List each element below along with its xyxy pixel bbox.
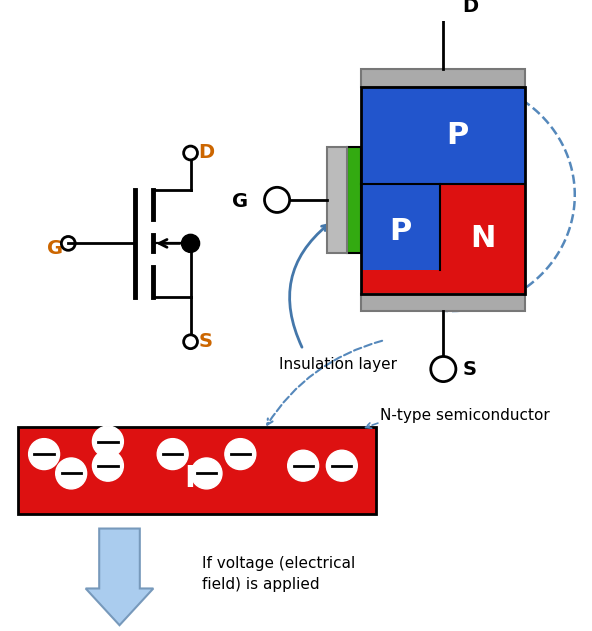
Bar	[361, 293, 526, 311]
Text: S: S	[463, 360, 477, 379]
Bar	[361, 184, 526, 293]
Circle shape	[326, 451, 358, 481]
Text: Insulation layer: Insulation layer	[279, 357, 397, 372]
Text: P: P	[390, 216, 411, 245]
Text: P: P	[447, 121, 469, 150]
Circle shape	[288, 451, 318, 481]
Circle shape	[56, 458, 86, 489]
Text: D: D	[463, 0, 479, 16]
Text: S: S	[198, 333, 213, 351]
Text: N: N	[470, 225, 496, 253]
Circle shape	[182, 234, 200, 252]
Text: G: G	[47, 239, 63, 257]
Bar	[361, 87, 526, 293]
Text: N-type semiconductor: N-type semiconductor	[381, 408, 550, 423]
Bar	[361, 184, 440, 269]
Bar	[327, 147, 347, 253]
Circle shape	[92, 451, 123, 481]
Bar	[18, 427, 376, 514]
FancyArrow shape	[86, 529, 153, 625]
Circle shape	[191, 458, 222, 489]
Bar	[347, 147, 361, 253]
Bar	[361, 69, 526, 87]
Circle shape	[92, 426, 123, 457]
Circle shape	[28, 439, 60, 469]
Text: G: G	[232, 192, 248, 211]
Text: N: N	[184, 464, 210, 493]
Text: D: D	[198, 143, 214, 163]
Circle shape	[225, 439, 256, 469]
Circle shape	[157, 439, 188, 469]
Bar	[361, 87, 526, 184]
Text: If voltage (electrical
field) is applied: If voltage (electrical field) is applied	[202, 556, 355, 592]
